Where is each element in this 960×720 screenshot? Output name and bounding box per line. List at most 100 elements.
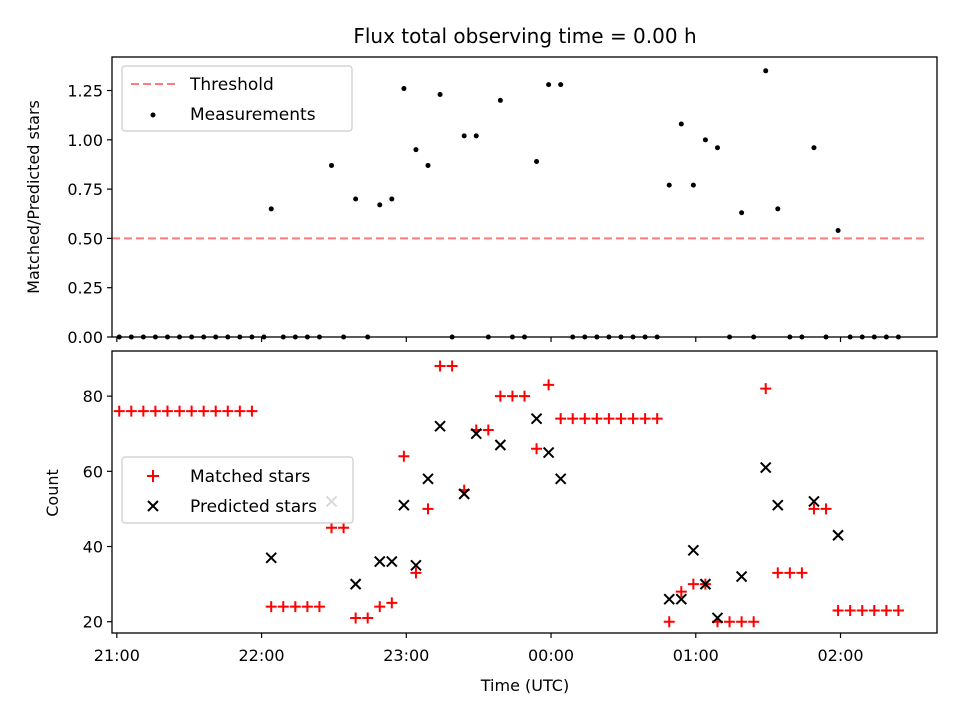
matched-star-point bbox=[567, 413, 579, 425]
x-axis-label: Time (UTC) bbox=[480, 676, 569, 695]
matched-star-point bbox=[543, 379, 555, 391]
predicted-star-point bbox=[542, 446, 555, 459]
matched-star-point bbox=[760, 383, 772, 395]
matched-star-point bbox=[494, 390, 506, 402]
matched-legend-swatch bbox=[147, 470, 159, 482]
predicted-legend-swatch bbox=[147, 500, 159, 512]
matched-star-point bbox=[531, 443, 543, 455]
matched-star-point bbox=[820, 503, 832, 515]
matched-star-point bbox=[748, 616, 760, 628]
measurement-point bbox=[678, 121, 684, 127]
predicted-star-point bbox=[554, 473, 567, 485]
matched-star-point bbox=[374, 601, 386, 613]
bottom-plot-frame bbox=[111, 350, 938, 634]
matched-star-point bbox=[234, 405, 246, 417]
matched-star-point bbox=[784, 567, 796, 579]
matched-star-point bbox=[880, 604, 892, 616]
matched-star-point bbox=[892, 604, 904, 616]
measurement-point bbox=[534, 159, 540, 165]
bottom-y-tick-label: 20 bbox=[83, 613, 103, 632]
matched-legend-label: Matched stars bbox=[190, 467, 310, 487]
top-legend-box bbox=[121, 65, 353, 132]
matched-star-point bbox=[301, 601, 313, 613]
top-legend: Threshold Measurements bbox=[121, 65, 353, 132]
bottom-legend: Matched stars Predicted stars bbox=[121, 456, 354, 524]
matched-star-point bbox=[856, 604, 868, 616]
matched-star-point bbox=[410, 567, 422, 579]
predicted-star-point bbox=[832, 529, 844, 541]
bottom-y-tick-label: 40 bbox=[83, 538, 103, 557]
measurement-point bbox=[558, 82, 564, 88]
measurement-point bbox=[473, 133, 479, 139]
top-y-tick-label: 0.00 bbox=[67, 328, 103, 347]
matched-star-point bbox=[149, 405, 161, 417]
bottom-legend-box bbox=[121, 456, 354, 524]
top-plot-frame bbox=[111, 56, 938, 338]
predicted-star-point bbox=[386, 555, 398, 568]
x-tick-label: 23:00 bbox=[383, 646, 429, 665]
matched-star-point bbox=[724, 616, 736, 628]
matched-star-point bbox=[161, 405, 173, 417]
top-y-tick-label: 0.25 bbox=[67, 279, 103, 298]
matched-star-point bbox=[651, 413, 663, 425]
matched-star-point bbox=[277, 601, 289, 613]
matched-star-point bbox=[174, 405, 186, 417]
matched-star-point bbox=[555, 413, 567, 425]
measurement-point bbox=[389, 196, 395, 202]
top-y-axis-label: Matched/Predicted stars bbox=[24, 100, 43, 294]
matched-star-point bbox=[434, 360, 446, 372]
matched-star-point bbox=[446, 360, 458, 372]
measurement-point bbox=[425, 162, 431, 168]
x-tick-label: 01:00 bbox=[673, 646, 719, 665]
measurement-point bbox=[763, 68, 769, 74]
predicted-star-point bbox=[422, 473, 434, 485]
bottom-y-tick-label: 60 bbox=[83, 462, 103, 481]
matched-star-point bbox=[246, 405, 258, 417]
measurement-point bbox=[437, 91, 443, 97]
matched-star-point bbox=[222, 405, 234, 417]
predicted-star-point bbox=[663, 593, 675, 605]
predicted-star-point bbox=[687, 544, 700, 556]
top-x-ticks bbox=[116, 337, 842, 342]
predicted-star-point bbox=[265, 552, 277, 564]
measurement-point bbox=[461, 133, 467, 139]
predicted-star-point bbox=[699, 578, 712, 590]
matched-star-point bbox=[832, 604, 844, 616]
matched-star-point bbox=[615, 413, 627, 425]
matched-star-point bbox=[736, 616, 748, 628]
bottom-x-ticks: 21:00 22:00 23:00 00:00 01:00 02:00 bbox=[94, 633, 864, 665]
matched-star-point bbox=[591, 413, 603, 425]
matched-star-point bbox=[265, 601, 277, 613]
matched-star-point bbox=[338, 522, 350, 534]
x-tick-label: 22:00 bbox=[239, 646, 285, 665]
measurement-point bbox=[546, 82, 552, 88]
measurement-point bbox=[739, 210, 745, 216]
predicted-star-point bbox=[711, 612, 724, 624]
measurement-point bbox=[811, 145, 817, 151]
measurement-point bbox=[835, 228, 841, 234]
top-y-tick-label: 1.25 bbox=[67, 82, 103, 101]
matched-star-point bbox=[386, 597, 398, 609]
top-panel: 0.00 0.25 0.50 0.75 1.00 1.25 Matched/Predict… bbox=[24, 56, 938, 347]
predicted-star-point bbox=[808, 495, 820, 508]
measurement-point bbox=[353, 196, 359, 202]
matched-star-point bbox=[289, 601, 301, 613]
x-tick-label: 00:00 bbox=[528, 646, 574, 665]
predicted-star-point bbox=[434, 420, 446, 432]
measurement-point bbox=[666, 182, 672, 188]
top-y-ticks: 0.00 0.25 0.50 0.75 1.00 1.25 bbox=[67, 82, 112, 347]
measurement-point bbox=[377, 202, 383, 208]
matched-star-point bbox=[808, 503, 820, 515]
matched-star-point bbox=[519, 390, 530, 402]
top-y-tick-label: 0.50 bbox=[67, 229, 103, 248]
bottom-y-ticks: 20 40 60 80 bbox=[83, 387, 112, 632]
matched-star-point bbox=[639, 413, 651, 425]
matched-star-point bbox=[113, 405, 125, 417]
measurement-point bbox=[690, 182, 696, 188]
x-tick-label: 21:00 bbox=[94, 646, 140, 665]
matched-star-point bbox=[663, 616, 675, 628]
bottom-marks bbox=[113, 360, 904, 628]
matched-star-point bbox=[675, 586, 687, 598]
predicted-star-point bbox=[735, 570, 748, 583]
